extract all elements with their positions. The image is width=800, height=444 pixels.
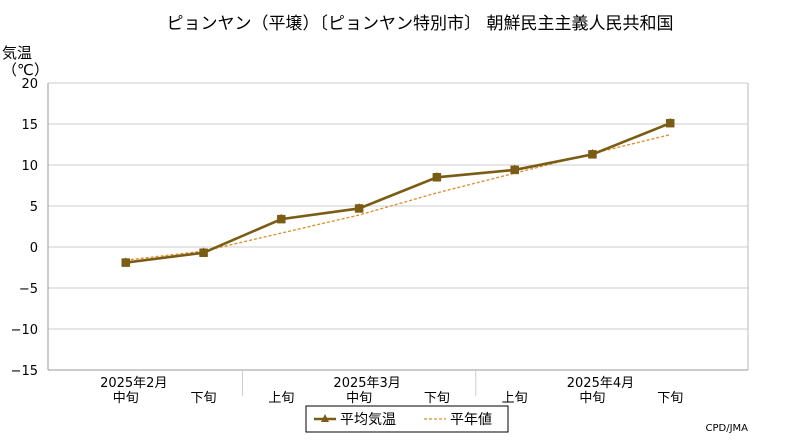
y-tick-label: 5 — [30, 200, 38, 215]
data-point-marker — [276, 213, 286, 224]
series-line-average — [125, 121, 671, 264]
legend-label-average: 平均気温 — [340, 412, 396, 428]
x-tick-label: 中旬 — [579, 391, 605, 406]
y-tick-label: 10 — [21, 159, 38, 174]
data-point-marker — [510, 164, 520, 175]
data-point-marker — [665, 117, 675, 128]
plot-area — [48, 83, 748, 370]
month-label: 2025年4月 — [567, 376, 634, 391]
x-tick-label: 上旬 — [268, 391, 294, 406]
data-point-marker — [199, 247, 208, 257]
data-point-marker — [354, 202, 364, 213]
month-label: 2025年2月 — [100, 376, 167, 391]
data-point-marker — [588, 148, 597, 159]
y-tick-label: 0 — [30, 241, 38, 256]
credit-label: CPD/JMA — [706, 423, 749, 434]
y-axis-label: 気温（℃） — [2, 44, 49, 79]
x-tick-label: 下旬 — [657, 391, 683, 406]
data-point-marker — [121, 257, 131, 267]
legend-label-normal: 平年値 — [450, 412, 492, 428]
grid-lines — [47, 82, 749, 371]
x-tick-label: 下旬 — [424, 391, 450, 406]
legend: 平均気温 平年値 — [305, 405, 509, 433]
x-tick-label: 上旬 — [502, 391, 528, 406]
y-tick-label: −10 — [11, 323, 38, 338]
x-tick-label: 中旬 — [346, 391, 372, 406]
y-tick-label: 15 — [21, 118, 38, 133]
x-tick-label: 中旬 — [113, 391, 139, 406]
legend-box — [305, 405, 509, 433]
y-tick-labels: 20 15 10 5 0 −5 −10 −15 — [11, 77, 38, 379]
y-tick-label: 20 — [21, 77, 38, 92]
chart-title: ピョンヤン（平壌）〔ピョンヤン特別市〕 朝鮮民主主義人民共和国 — [167, 14, 674, 34]
x-tick-label: 下旬 — [191, 391, 217, 406]
data-point-marker — [432, 171, 442, 182]
month-label: 2025年3月 — [333, 376, 400, 391]
y-tick-label: −15 — [11, 364, 38, 379]
legend-marker-average — [321, 414, 329, 422]
y-tick-label: −5 — [19, 282, 38, 297]
series-group — [121, 117, 675, 267]
